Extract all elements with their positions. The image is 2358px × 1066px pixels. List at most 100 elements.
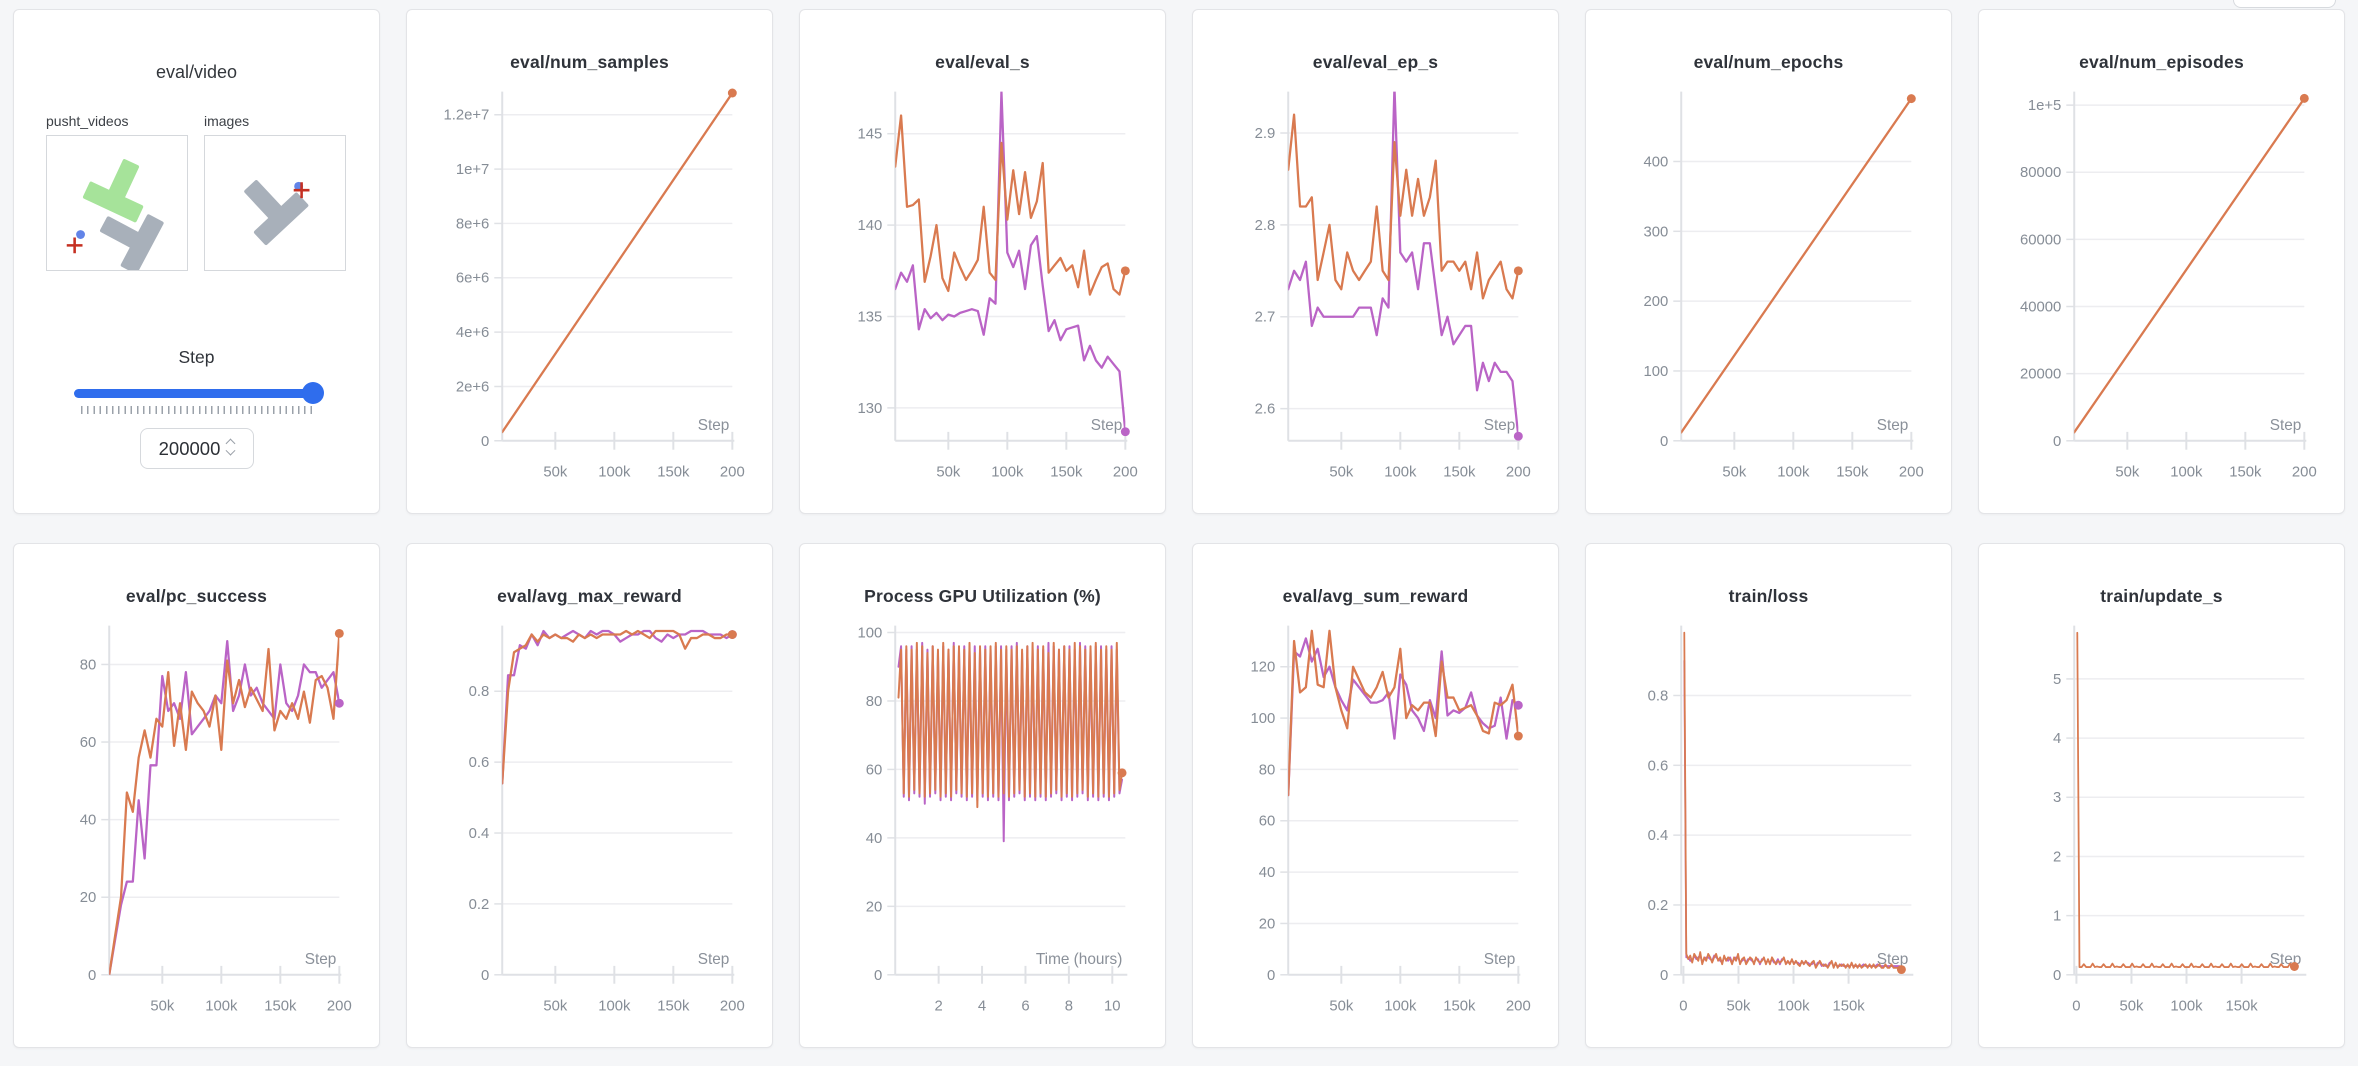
svg-text:60: 60 — [80, 735, 97, 751]
images-thumbnail[interactable] — [204, 135, 346, 271]
chart-eval-eval-ep-s[interactable]: 2.6 2.7 2.8 2.9 50k 100k 150k 200 Step — [1193, 76, 1558, 513]
svg-text:50k: 50k — [2119, 999, 2144, 1015]
panel-eval-avg-sum-reward: eval/avg_sum_reward 0 20 40 60 80 100 120 50k 10… — [1192, 543, 1559, 1048]
svg-text:50k: 50k — [936, 465, 961, 481]
svg-text:100k: 100k — [1777, 999, 1810, 1015]
chart-title: eval/avg_sum_reward — [1282, 586, 1469, 606]
panel-eval-eval-ep-s: eval/eval_ep_s 2.6 2.7 2.8 2.9 50k 100k 150k 20… — [1192, 9, 1559, 514]
svg-text:2.8: 2.8 — [1255, 218, 1276, 234]
svg-text:145: 145 — [858, 127, 883, 143]
panel-eval-num-epochs: eval/num_epochs 0 100 200 300 400 50k 100k 150k… — [1585, 9, 1952, 514]
number-spinner[interactable] — [225, 438, 236, 457]
slider-track[interactable] — [73, 389, 314, 398]
media-panel-title: eval/video — [155, 62, 238, 82]
svg-text:100: 100 — [1644, 364, 1669, 380]
step-slider[interactable] — [73, 382, 324, 404]
svg-text:40: 40 — [80, 813, 97, 829]
svg-text:Step: Step — [1484, 951, 1516, 968]
pusht-video-thumbnail[interactable] — [46, 135, 188, 271]
svg-text:150k: 150k — [657, 999, 690, 1015]
panel-train-update-s: train/update_s 0 1 2 3 4 5 0 50k 100k 150k Step — [1978, 543, 2345, 1048]
svg-text:2: 2 — [935, 999, 943, 1015]
chart-train-loss[interactable]: 0 0.2 0.4 0.6 0.8 0 50k 100k 150k Step — [1586, 610, 1951, 1047]
panel-gpu-utilization: Process GPU Utilization (%) 0 20 40 60 80 100… — [799, 543, 1166, 1048]
green-t-shape — [82, 159, 144, 223]
svg-text:200: 200 — [1899, 465, 1924, 481]
svg-text:100k: 100k — [1777, 465, 1810, 481]
svg-text:2.7: 2.7 — [1255, 310, 1276, 326]
panel-eval-num-episodes: eval/num_episodes 0 20000 40000 60000 80000 1… — [1978, 9, 2345, 514]
svg-text:150k: 150k — [1832, 999, 1865, 1015]
goal-cross — [293, 182, 310, 199]
svg-text:4: 4 — [2053, 731, 2061, 747]
media-labels: pusht_videos images — [30, 113, 363, 129]
panel-eval-eval-s: eval/eval_s 130 135 140 145 50k 100k 150k 200 St… — [799, 9, 1166, 514]
svg-text:130: 130 — [858, 401, 883, 417]
slider-thumb[interactable] — [301, 382, 324, 404]
svg-text:200: 200 — [327, 999, 352, 1015]
svg-text:80000: 80000 — [2020, 165, 2061, 181]
svg-text:6e+6: 6e+6 — [456, 271, 489, 287]
svg-text:200: 200 — [1644, 294, 1669, 310]
svg-text:200: 200 — [1506, 465, 1531, 481]
svg-text:Step: Step — [1091, 417, 1123, 434]
svg-text:50k: 50k — [543, 999, 568, 1015]
svg-text:150k: 150k — [1050, 465, 1083, 481]
svg-text:0: 0 — [481, 968, 489, 984]
svg-text:100: 100 — [1251, 711, 1276, 727]
chart-title: eval/eval_s — [935, 52, 1030, 72]
svg-text:8: 8 — [1065, 999, 1073, 1015]
svg-text:Step: Step — [1877, 951, 1909, 968]
chart-eval-avg-sum-reward[interactable]: 0 20 40 60 80 100 120 50k 100k 150k 200 Step — [1193, 610, 1558, 1047]
svg-text:150k: 150k — [2229, 465, 2262, 481]
svg-text:0.4: 0.4 — [469, 826, 490, 842]
svg-text:Time (hours): Time (hours) — [1036, 951, 1122, 968]
slider-tick-ruler — [80, 406, 313, 414]
svg-text:0.8: 0.8 — [1648, 688, 1669, 704]
svg-text:80: 80 — [80, 657, 97, 673]
svg-text:135: 135 — [858, 309, 883, 325]
spinner-down-icon[interactable] — [225, 445, 236, 456]
svg-text:40: 40 — [1259, 865, 1276, 881]
svg-text:Step: Step — [698, 417, 730, 434]
svg-text:2e+6: 2e+6 — [456, 379, 489, 395]
chart-gpu-utilization[interactable]: 0 20 40 60 80 100 2 4 6 8 10 Time (hours) — [800, 610, 1165, 1047]
svg-text:4: 4 — [978, 999, 986, 1015]
svg-text:150k: 150k — [2225, 999, 2258, 1015]
svg-text:1: 1 — [2053, 909, 2061, 925]
svg-text:40000: 40000 — [2020, 299, 2061, 315]
svg-text:0.6: 0.6 — [469, 755, 490, 771]
chart-title: Process GPU Utilization (%) — [864, 586, 1101, 606]
svg-text:0: 0 — [874, 968, 882, 984]
svg-text:140: 140 — [858, 218, 883, 234]
svg-text:0: 0 — [481, 434, 489, 450]
chart-eval-num-samples[interactable]: 0 2e+6 4e+6 6e+6 8e+6 1e+7 1.2e+7 50k 100k 150k 20… — [407, 76, 772, 513]
svg-text:2: 2 — [2053, 849, 2061, 865]
svg-text:Step: Step — [1877, 417, 1909, 434]
svg-text:20: 20 — [866, 899, 883, 915]
svg-text:0.8: 0.8 — [469, 684, 490, 700]
svg-text:0: 0 — [2072, 999, 2080, 1015]
chart-eval-avg-max-reward[interactable]: 0 0.2 0.4 0.6 0.8 50k 100k 150k 200 Step — [407, 610, 772, 1047]
svg-text:0.6: 0.6 — [1648, 758, 1669, 774]
chart-eval-pc-success[interactable]: 0 20 40 60 80 50k 100k 150k 200 Step — [14, 610, 379, 1047]
chart-eval-num-epochs[interactable]: 0 100 200 300 400 50k 100k 150k 200 Step — [1586, 76, 1951, 513]
step-number-input[interactable]: 200000 — [139, 428, 254, 469]
svg-text:150k: 150k — [1443, 465, 1476, 481]
svg-text:100k: 100k — [598, 465, 631, 481]
panel-eval-avg-max-reward: eval/avg_max_reward 0 0.2 0.4 0.6 0.8 50k 100k… — [406, 543, 773, 1048]
svg-text:100k: 100k — [2170, 999, 2203, 1015]
chart-eval-num-episodes[interactable]: 0 20000 40000 60000 80000 1e+5 50k 100k 150k 200 S… — [1979, 76, 2344, 513]
svg-text:60000: 60000 — [2020, 232, 2061, 248]
panel-train-loss: train/loss 0 0.2 0.4 0.6 0.8 0 50k 100k 150k Step — [1585, 543, 1952, 1048]
chart-eval-eval-s[interactable]: 130 135 140 145 50k 100k 150k 200 Step — [800, 76, 1165, 513]
svg-text:80: 80 — [866, 694, 883, 710]
svg-text:1.2e+7: 1.2e+7 — [443, 108, 489, 124]
svg-text:200: 200 — [720, 999, 745, 1015]
svg-text:40: 40 — [866, 831, 883, 847]
media-label-images: images — [204, 113, 250, 129]
chart-title: eval/num_episodes — [2079, 52, 2244, 72]
svg-text:200: 200 — [720, 465, 745, 481]
chart-title: eval/num_epochs — [1693, 52, 1844, 72]
